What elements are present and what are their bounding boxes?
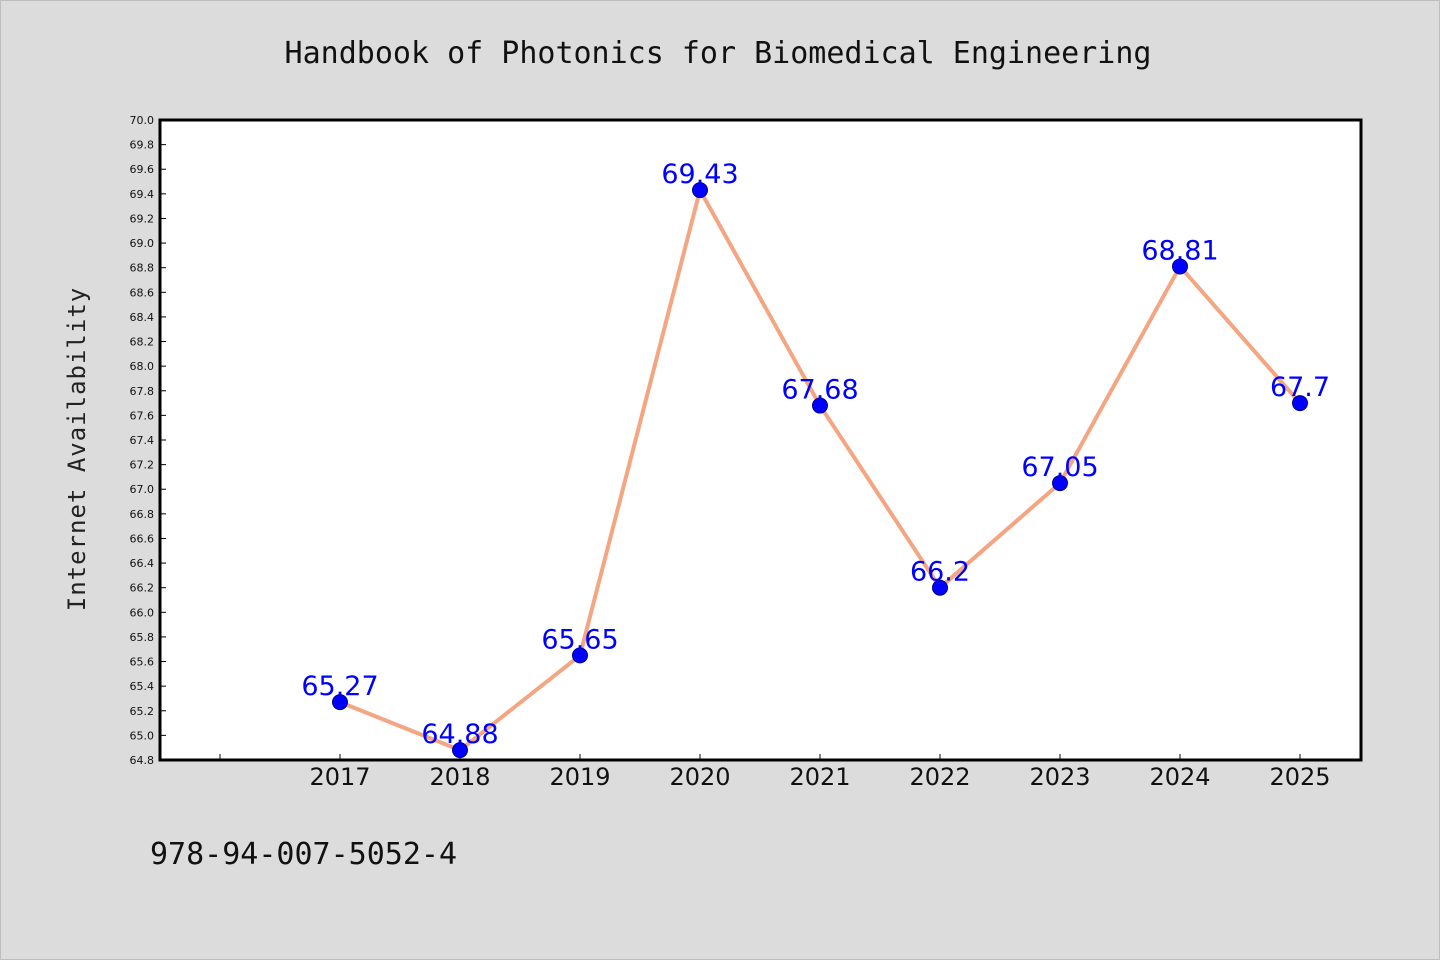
y-tick-label: 66.4	[130, 557, 155, 570]
data-label: 67.68	[781, 375, 858, 406]
data-labels: 65.27 64.88 65.65 69.43 67.68 66.2 67.05 68.81 6…	[301, 159, 1330, 750]
x-tick-label: 2017	[309, 763, 370, 791]
y-tick-label: 64.8	[130, 754, 155, 767]
y-tick-label: 70.0	[130, 114, 155, 127]
x-tick-label: 2023	[1029, 763, 1090, 791]
x-tick-label: 2025	[1269, 763, 1330, 791]
y-tick-label: 69.0	[130, 237, 155, 250]
data-point-marker	[692, 182, 708, 199]
y-tick-label: 66.6	[130, 532, 155, 545]
x-tick-label: 2018	[429, 763, 490, 791]
chart-title: Handbook of Photonics for Biomedical Eng…	[285, 36, 1152, 71]
y-tick-label: 68.0	[130, 360, 155, 373]
y-tick-label: 65.6	[130, 656, 155, 669]
x-tick-label: 2019	[549, 763, 610, 791]
x-axis-ticks: 2017 2018 2019 2020 2021 2022 2023 2024 2025	[219, 754, 1331, 791]
data-label: 69.43	[661, 159, 738, 190]
y-tick-label: 66.0	[130, 606, 155, 619]
data-label: 68.81	[1141, 235, 1218, 266]
y-tick-label: 69.8	[130, 139, 155, 152]
x-tick-label: 2021	[789, 763, 850, 791]
y-tick-label: 68.6	[130, 286, 155, 299]
y-tick-label: 69.4	[130, 188, 155, 201]
data-label: 66.2	[910, 557, 970, 588]
series-markers	[332, 182, 1308, 759]
data-point-marker	[1292, 395, 1308, 412]
y-tick-label: 65.8	[130, 631, 155, 644]
data-point-marker	[1052, 475, 1068, 492]
data-label: 65.27	[301, 671, 378, 702]
y-tick-label: 67.4	[130, 434, 155, 447]
y-tick-label: 65.0	[130, 729, 155, 742]
data-point-marker	[812, 397, 828, 414]
y-axis-ticks: 64.8 65.0 65.2 65.4 65.6 65.8 66.0 66.2 66.4 66.6…	[130, 114, 166, 767]
y-tick-label: 67.8	[130, 385, 155, 398]
y-tick-label: 68.8	[130, 262, 155, 275]
y-tick-label: 66.2	[130, 582, 155, 595]
y-tick-label: 67.6	[130, 409, 155, 422]
x-tick-label: 2022	[909, 763, 970, 791]
data-point-marker	[932, 579, 948, 596]
y-tick-label: 69.2	[130, 212, 155, 225]
y-axis-label: Internet Availability	[63, 287, 91, 611]
x-tick-label: 2024	[1149, 763, 1210, 791]
plot-area	[158, 118, 1363, 762]
y-tick-label: 69.6	[130, 163, 155, 176]
data-label: 65.65	[541, 624, 618, 655]
data-point-marker	[1172, 258, 1188, 275]
y-tick-label: 65.4	[130, 680, 155, 693]
y-tick-label: 65.2	[130, 705, 155, 718]
y-tick-label: 67.0	[130, 483, 155, 496]
data-label: 67.05	[1021, 452, 1098, 483]
data-point-marker	[452, 742, 468, 759]
data-point-marker	[572, 647, 588, 664]
data-label: 64.88	[421, 719, 498, 750]
x-tick-label: 2020	[669, 763, 730, 791]
y-tick-label: 67.2	[130, 459, 155, 472]
y-tick-label: 66.8	[130, 508, 155, 521]
y-tick-label: 68.4	[130, 311, 155, 324]
data-point-marker	[332, 694, 348, 711]
y-tick-label: 68.2	[130, 336, 155, 349]
isbn-footer: 978-94-007-5052-4	[150, 837, 457, 872]
data-label: 67.7	[1270, 372, 1330, 403]
